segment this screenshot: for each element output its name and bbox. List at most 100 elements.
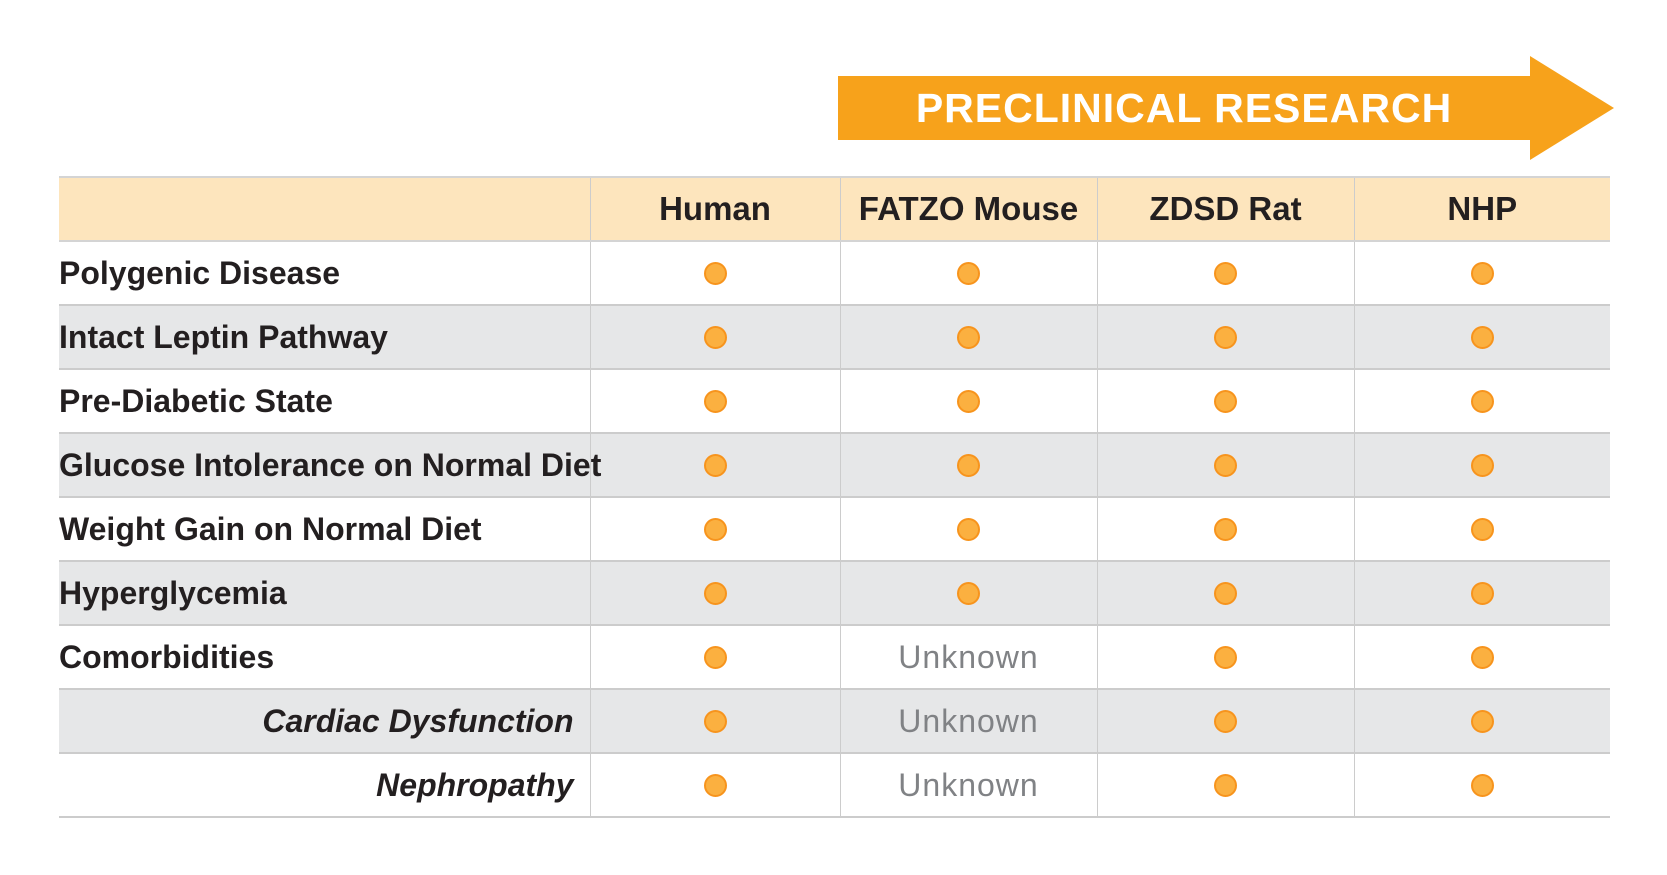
dot-icon [703, 325, 727, 349]
table-cell [1353, 561, 1610, 626]
table-row: Hyperglycemia [59, 561, 1610, 626]
unknown-label: Unknown [898, 638, 1039, 675]
unknown-label: Unknown [898, 766, 1039, 803]
column-header-fatzo-mouse: FATZO Mouse [839, 176, 1097, 242]
table-cell [1096, 625, 1354, 690]
table-cell [1096, 433, 1354, 498]
table-cell [839, 369, 1097, 434]
comparison-table: Human FATZO Mouse ZDSD Rat NHP Polygenic… [59, 176, 1610, 818]
table-cell [1353, 433, 1610, 498]
table-cell [589, 753, 840, 818]
row-label: Comorbidities [59, 625, 590, 690]
dot-icon [703, 773, 727, 797]
table-cell [589, 433, 840, 498]
table-cell: Unknown [839, 625, 1097, 690]
dot-icon [1470, 773, 1494, 797]
dot-icon [703, 645, 727, 669]
dot-icon [1214, 261, 1237, 285]
table-cell [1353, 497, 1610, 562]
table-cell [1353, 305, 1610, 370]
table-cell [589, 561, 840, 626]
table-cell [1096, 689, 1354, 754]
dot-icon [957, 581, 980, 605]
banner-label: PRECLINICAL RESEARCH [915, 85, 1453, 131]
table-cell [589, 689, 840, 754]
dot-icon [1470, 389, 1494, 413]
row-label: Intact Leptin Pathway [59, 305, 590, 370]
table-cell [1096, 561, 1354, 626]
unknown-label: Unknown [898, 702, 1039, 739]
row-label: Glucose Intolerance on Normal Diet [59, 433, 601, 498]
dot-icon [703, 453, 727, 477]
row-label: Pre-Diabetic State [59, 369, 590, 434]
table-row: Cardiac Dysfunction Unknown [59, 689, 1610, 754]
table-row: Pre-Diabetic State [59, 369, 1610, 434]
table-cell [839, 305, 1097, 370]
dot-icon [1470, 709, 1494, 733]
dot-icon [1470, 261, 1494, 285]
table-cell [1353, 689, 1610, 754]
table-cell [1096, 241, 1354, 306]
dot-icon [1214, 773, 1237, 797]
dot-icon [703, 709, 727, 733]
table-cell [1096, 497, 1354, 562]
dot-icon [957, 517, 980, 541]
row-label: Polygenic Disease [59, 241, 590, 306]
table-cell [589, 241, 840, 306]
dot-icon [1470, 517, 1494, 541]
dot-icon [1470, 645, 1494, 669]
table-cell [589, 369, 840, 434]
dot-icon [1470, 453, 1494, 477]
table-row: Polygenic Disease [59, 241, 1610, 306]
dot-icon [957, 261, 980, 285]
row-label: Nephropathy [59, 753, 590, 818]
table-row: Intact Leptin Pathway [59, 305, 1610, 370]
table-cell [589, 625, 840, 690]
dot-icon [1214, 453, 1237, 477]
table-cell [1353, 369, 1610, 434]
table-cell [839, 561, 1097, 626]
table-cell [589, 305, 840, 370]
dot-icon [1214, 517, 1237, 541]
dot-icon [1214, 645, 1237, 669]
table-row: Glucose Intolerance on Normal Diet [59, 433, 1610, 498]
arrow-shape [838, 56, 1614, 160]
table-row: Comorbidities Unknown [59, 625, 1610, 690]
header-row: Human FATZO Mouse ZDSD Rat NHP [59, 176, 1610, 242]
dot-icon [1214, 325, 1237, 349]
dot-icon [1470, 325, 1494, 349]
dot-icon [703, 517, 727, 541]
preclinical-research-banner: PRECLINICAL RESEARCH [838, 56, 1614, 160]
dot-icon [957, 389, 980, 413]
dot-icon [703, 581, 727, 605]
row-label: Weight Gain on Normal Diet [59, 497, 590, 562]
table-cell [839, 497, 1097, 562]
table-cell [839, 433, 1097, 498]
table-row: Nephropathy Unknown [59, 753, 1610, 818]
dot-icon [703, 389, 727, 413]
dot-icon [1214, 389, 1237, 413]
table-row: Weight Gain on Normal Diet [59, 497, 1610, 562]
row-label: Cardiac Dysfunction [59, 689, 590, 754]
dot-icon [1214, 581, 1237, 605]
dot-icon [1470, 581, 1494, 605]
header-empty [59, 176, 590, 242]
table-cell: Unknown [839, 689, 1097, 754]
column-header-human: Human [589, 176, 840, 242]
table-cell [1353, 753, 1610, 818]
column-header-zdsd-rat: ZDSD Rat [1096, 176, 1354, 242]
table-cell [1096, 369, 1354, 434]
column-header-nhp: NHP [1353, 176, 1610, 242]
table-cell [1096, 305, 1354, 370]
table-cell [839, 241, 1097, 306]
table-cell [589, 497, 840, 562]
dot-icon [1214, 709, 1237, 733]
table-cell: Unknown [839, 753, 1097, 818]
table-body: Polygenic Disease Intact Leptin Pathway Pr… [59, 241, 1610, 818]
table-cell [1353, 241, 1610, 306]
dot-icon [957, 453, 980, 477]
row-label: Hyperglycemia [59, 561, 590, 626]
table-cell [1096, 753, 1354, 818]
dot-icon [957, 325, 980, 349]
dot-icon [703, 261, 727, 285]
